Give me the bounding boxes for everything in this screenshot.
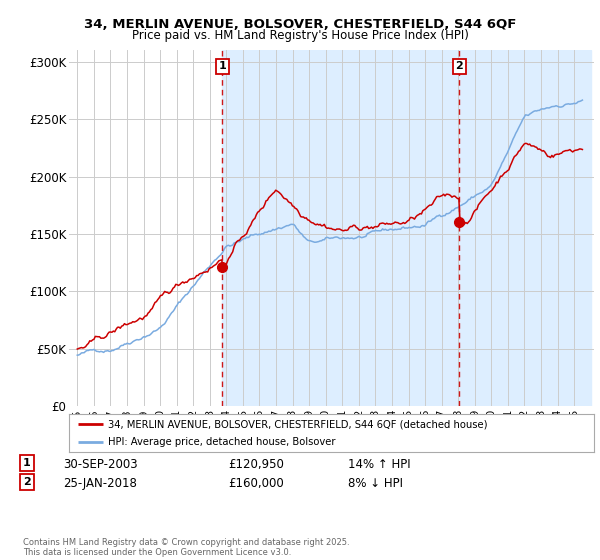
Text: 34, MERLIN AVENUE, BOLSOVER, CHESTERFIELD, S44 6QF: 34, MERLIN AVENUE, BOLSOVER, CHESTERFIEL… (84, 18, 516, 31)
Text: 1: 1 (218, 62, 226, 72)
Text: £120,950: £120,950 (228, 458, 284, 471)
Text: 34, MERLIN AVENUE, BOLSOVER, CHESTERFIELD, S44 6QF (detached house): 34, MERLIN AVENUE, BOLSOVER, CHESTERFIEL… (109, 419, 488, 429)
Text: 8% ↓ HPI: 8% ↓ HPI (348, 477, 403, 490)
Text: 30-SEP-2003: 30-SEP-2003 (63, 458, 137, 471)
Text: 25-JAN-2018: 25-JAN-2018 (63, 477, 137, 490)
Text: HPI: Average price, detached house, Bolsover: HPI: Average price, detached house, Bols… (109, 437, 336, 447)
Text: Price paid vs. HM Land Registry's House Price Index (HPI): Price paid vs. HM Land Registry's House … (131, 29, 469, 42)
Text: 1: 1 (23, 458, 31, 468)
Text: 2: 2 (23, 477, 31, 487)
Text: 14% ↑ HPI: 14% ↑ HPI (348, 458, 410, 471)
Bar (222, 50, 590, 406)
Text: 2: 2 (455, 62, 463, 72)
Text: Contains HM Land Registry data © Crown copyright and database right 2025.
This d: Contains HM Land Registry data © Crown c… (23, 538, 349, 557)
Text: £160,000: £160,000 (228, 477, 284, 490)
